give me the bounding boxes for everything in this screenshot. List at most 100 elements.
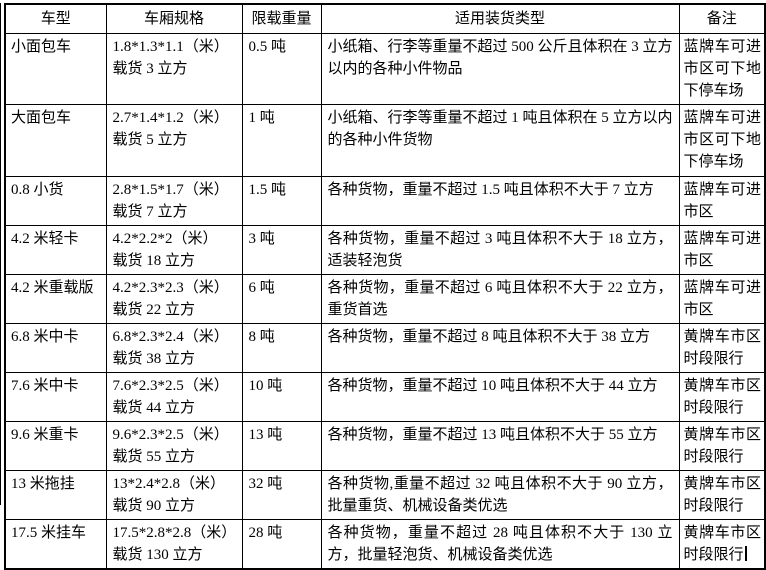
column-header-type[interactable]: 车型: [4, 3, 107, 34]
cell-spec[interactable]: 4.2*2.3*2.3（米） 载货 22 立方: [105, 274, 243, 324]
cell-text: 4.2*2.3*2.3（米） 载货 22 立方: [112, 280, 229, 318]
cell-text: 6 吨: [248, 280, 275, 296]
cell-type[interactable]: 小面包车: [4, 33, 107, 105]
cell-cargo[interactable]: 各种货物，重量不超过 6 吨且体积不大于 22 立方，重货首选: [320, 274, 680, 324]
cell-type[interactable]: 4.2 米重载版: [4, 274, 107, 324]
cell-weight[interactable]: 3 吨: [241, 225, 322, 275]
cell-weight[interactable]: 6 吨: [241, 274, 322, 324]
cell-text: 32 吨: [248, 476, 283, 492]
cell-type[interactable]: 9.6 米重卡: [4, 421, 107, 471]
cell-type[interactable]: 大面包车: [4, 104, 107, 177]
cell-type[interactable]: 17.5 米挂车: [4, 519, 107, 570]
cell-weight[interactable]: 13 吨: [241, 421, 322, 471]
cell-spec[interactable]: 2.8*1.5*1.7（米） 载货 7 立方: [105, 176, 243, 226]
cell-remark[interactable]: 黄牌车市区时段限行: [678, 519, 766, 570]
table-row: 小面包车 1.8*1.3*1.1（米） 载货 3 立方 0.5 吨 小纸箱、行李等重量…: [4, 33, 766, 105]
cell-spec[interactable]: 6.8*2.3*2.4（米） 载货 38 立方: [105, 323, 243, 373]
cell-text: 小面包车: [11, 39, 72, 55]
cell-text: 黄牌车市区时段限行: [683, 329, 762, 367]
cell-spec[interactable]: 1.8*1.3*1.1（米） 载货 3 立方: [105, 33, 243, 105]
cell-text: 1.8*1.3*1.1（米） 载货 3 立方: [112, 39, 229, 77]
cell-spec[interactable]: 13*2.4*2.8（米） 载货 90 立方: [105, 470, 243, 520]
cell-weight[interactable]: 1 吨: [241, 104, 322, 177]
table-header: 车型 车厢规格 限载重量 适用装货类型 备注: [4, 3, 766, 34]
cell-remark[interactable]: 蓝牌车可进市区可下地下停车场: [678, 33, 766, 105]
cell-cargo[interactable]: 各种货物，重量不超过 13 吨且体积不大于 55 立方: [320, 421, 680, 471]
cell-text: 黄牌车市区时段限行: [683, 476, 762, 514]
cell-text: 蓝牌车可进市区: [683, 231, 762, 269]
cell-weight[interactable]: 8 吨: [241, 323, 322, 373]
cell-remark[interactable]: 蓝牌车可进市区: [678, 176, 766, 226]
cell-cargo[interactable]: 各种货物,重量不超过 32 吨且体积不大于 90 立方，批量重货、机械设备类优选: [320, 470, 680, 520]
table-row: 7.6 米中卡 7.6*2.3*2.5（米） 载货 44 立方 10 吨 各种货物，重…: [4, 372, 766, 422]
cell-text: 4.2*2.2*2（米） 载货 18 立方: [112, 231, 218, 269]
cell-text: 黄牌车市区时段限行: [683, 525, 762, 563]
cell-text: 各种货物，重量不超过 28 吨且体积不大于 130 立方，批量轻泡货、机械设备类…: [327, 525, 673, 563]
cell-remark[interactable]: 黄牌车市区时段限行: [678, 323, 766, 373]
table-row: 大面包车 2.7*1.4*1.2（米） 载货 5 立方 1 吨 小纸箱、行李等重量不超…: [4, 104, 766, 177]
cell-text: 13 米拖挂: [11, 476, 75, 492]
cell-text: 黄牌车市区时段限行: [683, 378, 762, 416]
cell-text: 各种货物，重量不超过 10 吨且体积不大于 44 立方: [327, 378, 658, 394]
cell-type[interactable]: 4.2 米轻卡: [4, 225, 107, 275]
column-header-spec[interactable]: 车厢规格: [105, 3, 243, 34]
table-row: 6.8 米中卡 6.8*2.3*2.4（米） 载货 38 立方 8 吨 各种货物，重量…: [4, 323, 766, 373]
cell-remark[interactable]: 蓝牌车可进市区: [678, 274, 766, 324]
cell-text: 各种货物，重量不超过 3 吨且体积不大于 18 立方，适装轻泡货: [327, 231, 673, 269]
cell-text: 28 吨: [248, 525, 283, 541]
table-body: 小面包车 1.8*1.3*1.1（米） 载货 3 立方 0.5 吨小纸箱、行李等重量…: [4, 33, 766, 570]
cell-type[interactable]: 6.8 米中卡: [4, 323, 107, 373]
cell-remark[interactable]: 蓝牌车可进市区: [678, 225, 766, 275]
cell-weight[interactable]: 0.5 吨: [241, 33, 322, 105]
cell-weight[interactable]: 32 吨: [241, 470, 322, 520]
cell-cargo[interactable]: 各种货物，重量不超过 10 吨且体积不大于 44 立方: [320, 372, 680, 422]
cell-text: 蓝牌车可进市区: [683, 182, 762, 220]
cell-weight[interactable]: 28 吨: [241, 519, 322, 570]
cell-type[interactable]: 7.6 米中卡: [4, 372, 107, 422]
cell-spec[interactable]: 7.6*2.3*2.5（米） 载货 44 立方: [105, 372, 243, 422]
cell-cargo[interactable]: 各种货物，重量不超过 28 吨且体积不大于 130 立方，批量轻泡货、机械设备类…: [320, 519, 680, 570]
cell-text: 各种货物，重量不超过 1.5 吨且体积不大于 7 立方: [327, 182, 654, 198]
cell-spec[interactable]: 9.6*2.3*2.5（米） 载货 55 立方: [105, 421, 243, 471]
table-row: 13 米拖挂 13*2.4*2.8（米） 载货 90 立方 32 吨 各种货物,重量不…: [4, 470, 766, 520]
cell-text: 10 吨: [248, 378, 283, 394]
cell-weight[interactable]: 1.5 吨: [241, 176, 322, 226]
cell-text: 小纸箱、行李等重量不超过 500 公斤且体积在 3 立方以内的各种小件物品: [327, 39, 673, 77]
cell-text: 蓝牌车可进市区可下地下停车场: [683, 39, 762, 99]
cell-remark[interactable]: 黄牌车市区时段限行: [678, 372, 766, 422]
cell-text: 小纸箱、行李等重量不超过 1 吨且体积在 5 立方以内的各种小件货物: [327, 110, 673, 148]
cell-text: 9.6*2.3*2.5（米） 载货 55 立方: [112, 427, 229, 465]
cell-spec[interactable]: 2.7*1.4*1.2（米） 载货 5 立方: [105, 104, 243, 177]
table-row: 17.5 米挂车 17.5*2.8*2.8（米） 载货 130 立方 28 吨 各种货…: [4, 519, 766, 570]
text-cursor: [744, 546, 747, 561]
cell-cargo[interactable]: 各种货物，重量不超过 3 吨且体积不大于 18 立方，适装轻泡货: [320, 225, 680, 275]
cell-remark[interactable]: 蓝牌车可进市区可下地下停车场: [678, 104, 766, 177]
header-row: 车型 车厢规格 限载重量 适用装货类型 备注: [4, 3, 766, 34]
cell-text: 6.8 米中卡: [11, 329, 79, 345]
column-header-remark[interactable]: 备注: [678, 3, 766, 34]
cell-text: 1 吨: [248, 110, 275, 126]
cell-type[interactable]: 13 米拖挂: [4, 470, 107, 520]
cell-text: 各种货物，重量不超过 13 吨且体积不大于 55 立方: [327, 427, 658, 443]
column-header-weight[interactable]: 限载重量: [241, 3, 322, 34]
cell-text: 2.7*1.4*1.2（米） 载货 5 立方: [112, 110, 229, 148]
cell-remark[interactable]: 黄牌车市区时段限行: [678, 421, 766, 471]
cell-cargo[interactable]: 小纸箱、行李等重量不超过 500 公斤且体积在 3 立方以内的各种小件物品: [320, 33, 680, 105]
cell-remark[interactable]: 黄牌车市区时段限行: [678, 470, 766, 520]
cell-cargo[interactable]: 各种货物，重量不超过 8 吨且体积不大于 38 立方: [320, 323, 680, 373]
cell-cargo[interactable]: 各种货物，重量不超过 1.5 吨且体积不大于 7 立方: [320, 176, 680, 226]
cell-spec[interactable]: 17.5*2.8*2.8（米） 载货 130 立方: [105, 519, 243, 570]
column-header-cargo[interactable]: 适用装货类型: [320, 3, 680, 34]
cell-cargo[interactable]: 小纸箱、行李等重量不超过 1 吨且体积在 5 立方以内的各种小件货物: [320, 104, 680, 177]
cell-text: 17.5 米挂车: [11, 525, 87, 541]
cell-text: 蓝牌车可进市区可下地下停车场: [683, 110, 762, 170]
cell-type[interactable]: 0.8 小货: [4, 176, 107, 226]
cell-text: 2.8*1.5*1.7（米） 载货 7 立方: [112, 182, 229, 220]
table-row: 9.6 米重卡 9.6*2.3*2.5（米） 载货 55 立方 13 吨 各种货物，重…: [4, 421, 766, 471]
cell-spec[interactable]: 4.2*2.2*2（米） 载货 18 立方: [105, 225, 243, 275]
cell-text: 蓝牌车可进市区: [683, 280, 762, 318]
cell-text: 4.2 米轻卡: [11, 231, 79, 247]
cell-text: 7.6 米中卡: [11, 378, 79, 394]
cell-weight[interactable]: 10 吨: [241, 372, 322, 422]
cell-text: 各种货物，重量不超过 8 吨且体积不大于 38 立方: [327, 329, 651, 345]
